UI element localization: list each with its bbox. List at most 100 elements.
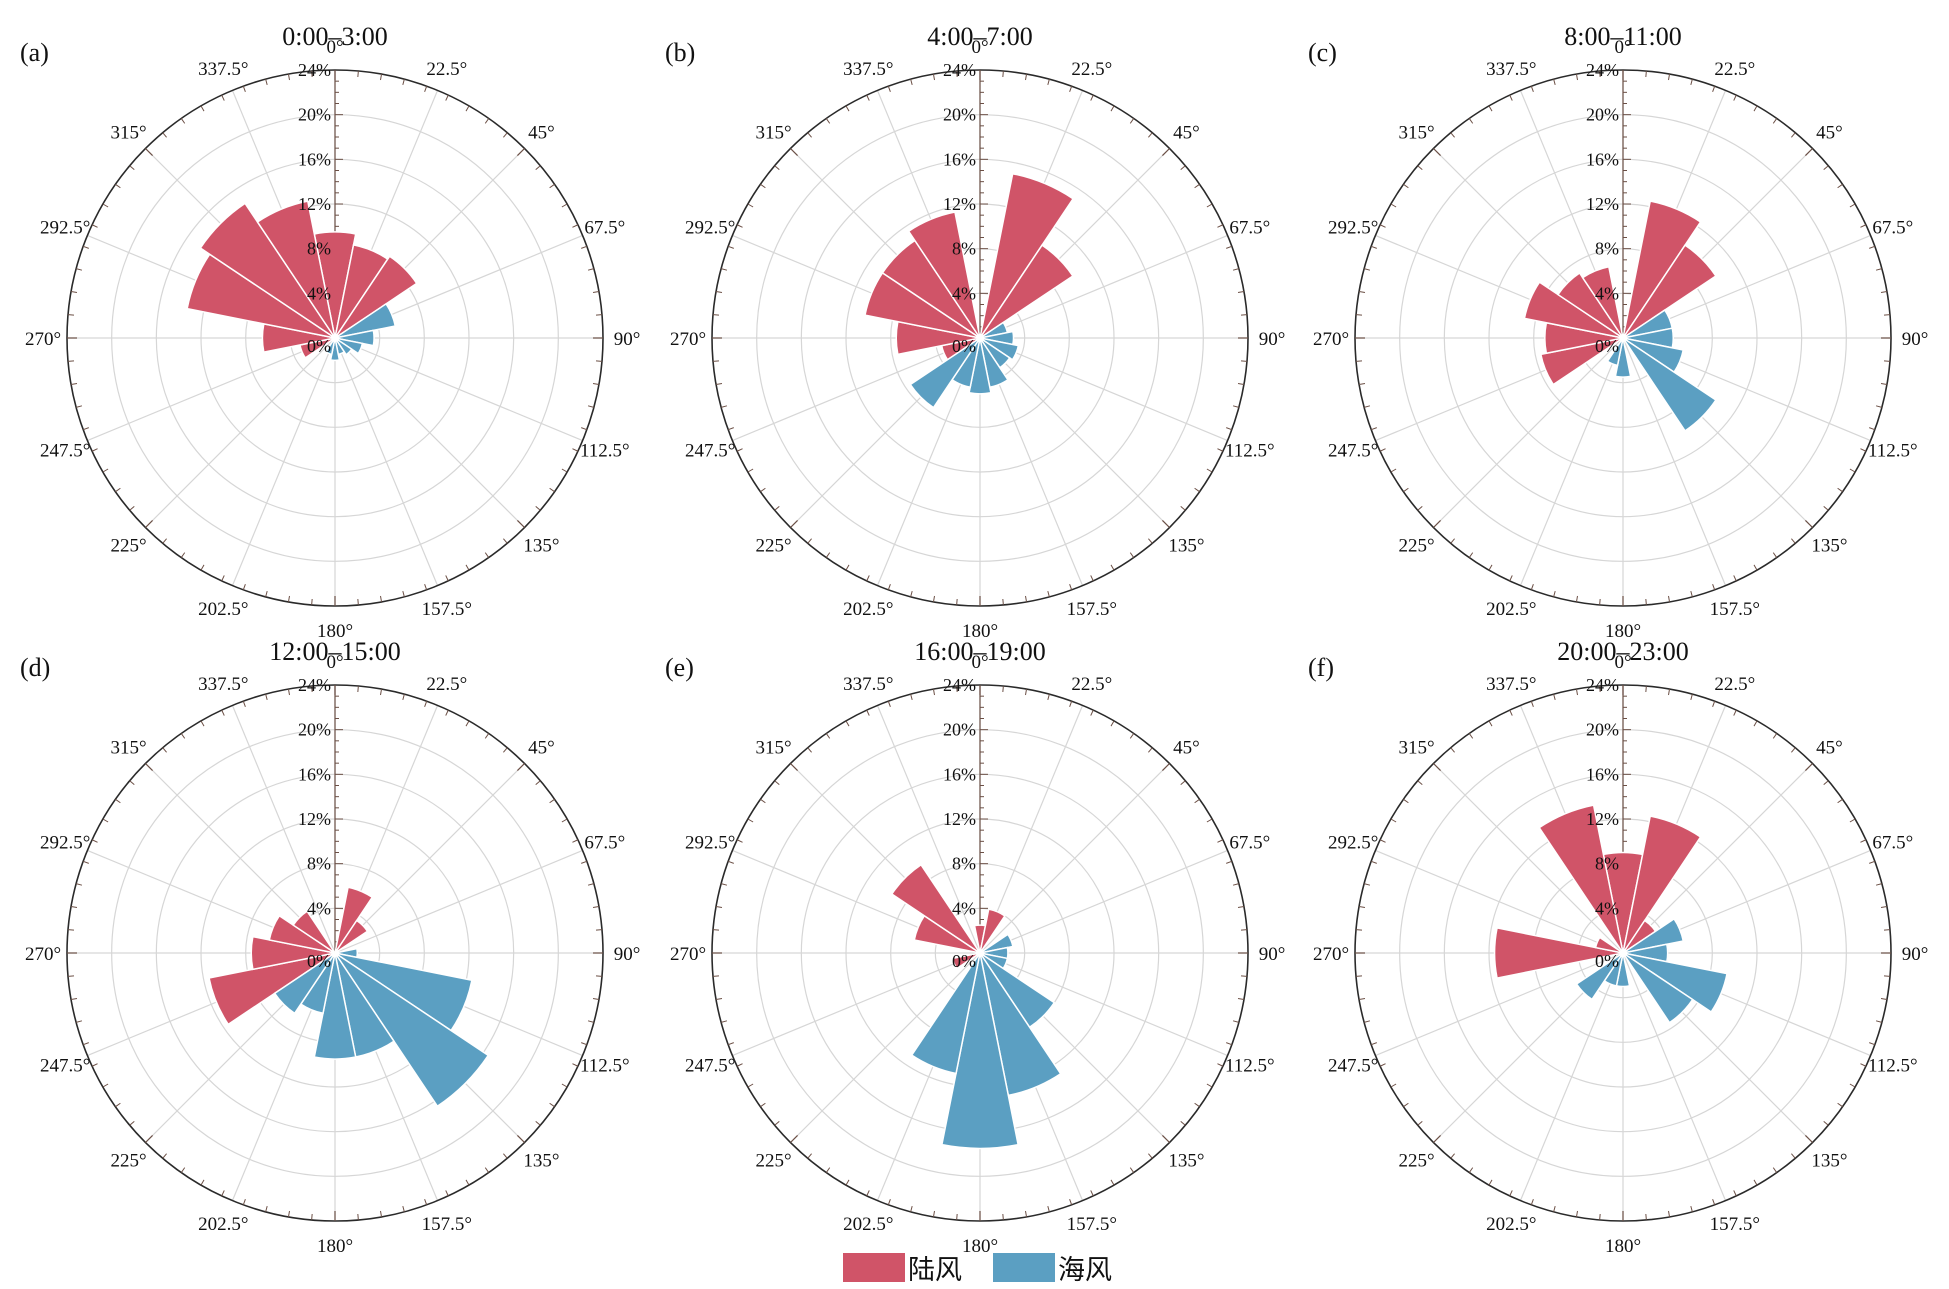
direction-label: 67.5°	[1229, 217, 1270, 238]
rim-tick	[1364, 883, 1371, 886]
direction-label: 315°	[1398, 123, 1434, 144]
radial-tick-label: 16%	[298, 764, 331, 784]
rim-tick	[445, 1190, 449, 1197]
radial-tick-label: 24%	[298, 675, 331, 695]
rim-tick	[402, 79, 405, 86]
rim-tick	[311, 685, 313, 693]
grid-spoke	[1433, 763, 1624, 954]
rim-tick	[1668, 595, 1671, 603]
rim-tick	[1379, 224, 1386, 228]
rim-tick	[1237, 905, 1245, 908]
direction-label: 67.5°	[584, 832, 625, 853]
rim-tick	[1002, 685, 1004, 693]
direction-label: 247.5°	[1328, 1056, 1378, 1077]
rim-tick	[1553, 590, 1556, 597]
radial-tick-label: 24%	[298, 60, 331, 80]
radial-tick-label: 16%	[1586, 149, 1619, 169]
rim-tick	[825, 118, 831, 124]
direction-label: 180°	[962, 1236, 998, 1257]
rim-tick	[102, 468, 109, 473]
rim-tick	[887, 584, 891, 591]
rim-tick	[70, 290, 78, 293]
rim-tick	[1069, 584, 1073, 591]
rim-tick	[581, 1042, 588, 1046]
rim-tick	[1575, 1210, 1578, 1218]
radial-tick-label: 12%	[298, 809, 331, 829]
radial-tick-label: 8%	[1595, 239, 1619, 259]
direction-label: 112.5°	[580, 441, 630, 462]
rim-tick	[1599, 685, 1601, 693]
rim-tick	[221, 1190, 225, 1197]
rim-tick	[1194, 183, 1200, 189]
radial-tick-label: 4%	[307, 898, 331, 918]
rim-tick	[956, 685, 958, 693]
panel-title: 4:00–7:00	[927, 22, 1032, 51]
direction-label: 337.5°	[1486, 59, 1536, 80]
sea-breeze-bar-180	[968, 337, 992, 395]
panel-letter: (f)	[1308, 653, 1334, 682]
rim-tick	[721, 883, 728, 886]
rim-tick	[162, 132, 167, 138]
radial-tick-label: 4%	[952, 283, 976, 303]
rim-tick	[1488, 564, 1493, 571]
direction-label: 135°	[1168, 1150, 1204, 1171]
rim-tick	[712, 314, 720, 316]
sea-breeze-bar-112_5	[1622, 952, 1728, 1013]
direction-label: 112.5°	[1225, 1056, 1275, 1077]
grid-spoke	[87, 337, 336, 442]
rim-tick	[200, 564, 205, 571]
rim-tick	[1753, 720, 1758, 727]
land-breeze-bar-22_5	[979, 172, 1075, 339]
grid-spoke	[1375, 849, 1624, 954]
rim-tick	[1358, 905, 1366, 908]
land-breeze-bar-247_5	[1539, 337, 1624, 386]
rim-tick	[1823, 165, 1829, 170]
rim-tick	[1025, 688, 1028, 696]
sea-breeze-bar-180	[313, 952, 357, 1060]
rim-tick	[200, 1179, 205, 1186]
direction-label: 225°	[755, 1150, 791, 1171]
rim-tick	[1047, 1205, 1050, 1212]
rim-tick	[424, 85, 428, 92]
rim-tick	[866, 1190, 870, 1197]
rim-tick	[1791, 1153, 1796, 1159]
rim-tick	[265, 590, 268, 597]
land-breeze-bar-22_5	[334, 886, 374, 954]
rim-tick	[572, 839, 579, 843]
rim-tick	[115, 798, 121, 804]
direction-label: 135°	[1811, 535, 1847, 556]
rim-tick	[1232, 1020, 1239, 1023]
land-breeze-bar-315	[890, 863, 981, 954]
land-breeze-bar-270	[250, 935, 336, 971]
rim-tick	[287, 1210, 290, 1218]
rim-tick	[311, 1213, 313, 1221]
direction-label: 67.5°	[1872, 217, 1913, 238]
land-breeze-bar-45	[334, 255, 418, 339]
rim-tick	[1880, 290, 1888, 293]
sea-breeze-bar-202_5	[1606, 337, 1624, 367]
rim-tick	[102, 818, 109, 823]
radial-tick-label: 12%	[298, 194, 331, 214]
rim-tick	[1860, 839, 1867, 843]
rim-tick	[736, 448, 743, 452]
rim-tick	[1370, 427, 1377, 431]
direction-label: 45°	[528, 738, 555, 759]
rim-tick	[1180, 165, 1186, 170]
rim-tick	[1690, 79, 1693, 86]
direction-label: 180°	[317, 1236, 353, 1257]
rim-tick	[129, 506, 135, 511]
rim-tick	[1772, 118, 1778, 124]
rim-tick	[1403, 183, 1409, 189]
sea-breeze-bar-202_5	[910, 952, 981, 1075]
rim-tick	[1837, 798, 1843, 804]
rim-tick	[1240, 975, 1248, 977]
rim-tick	[242, 85, 246, 92]
rim-tick	[380, 595, 383, 603]
panel-title: 12:00–15:00	[269, 637, 400, 666]
rim-tick	[145, 763, 153, 771]
radial-tick-label: 24%	[1586, 60, 1619, 80]
rim-tick	[67, 975, 75, 977]
rim-tick	[517, 148, 525, 156]
rim-tick	[1403, 798, 1409, 804]
rim-tick	[1069, 85, 1073, 92]
